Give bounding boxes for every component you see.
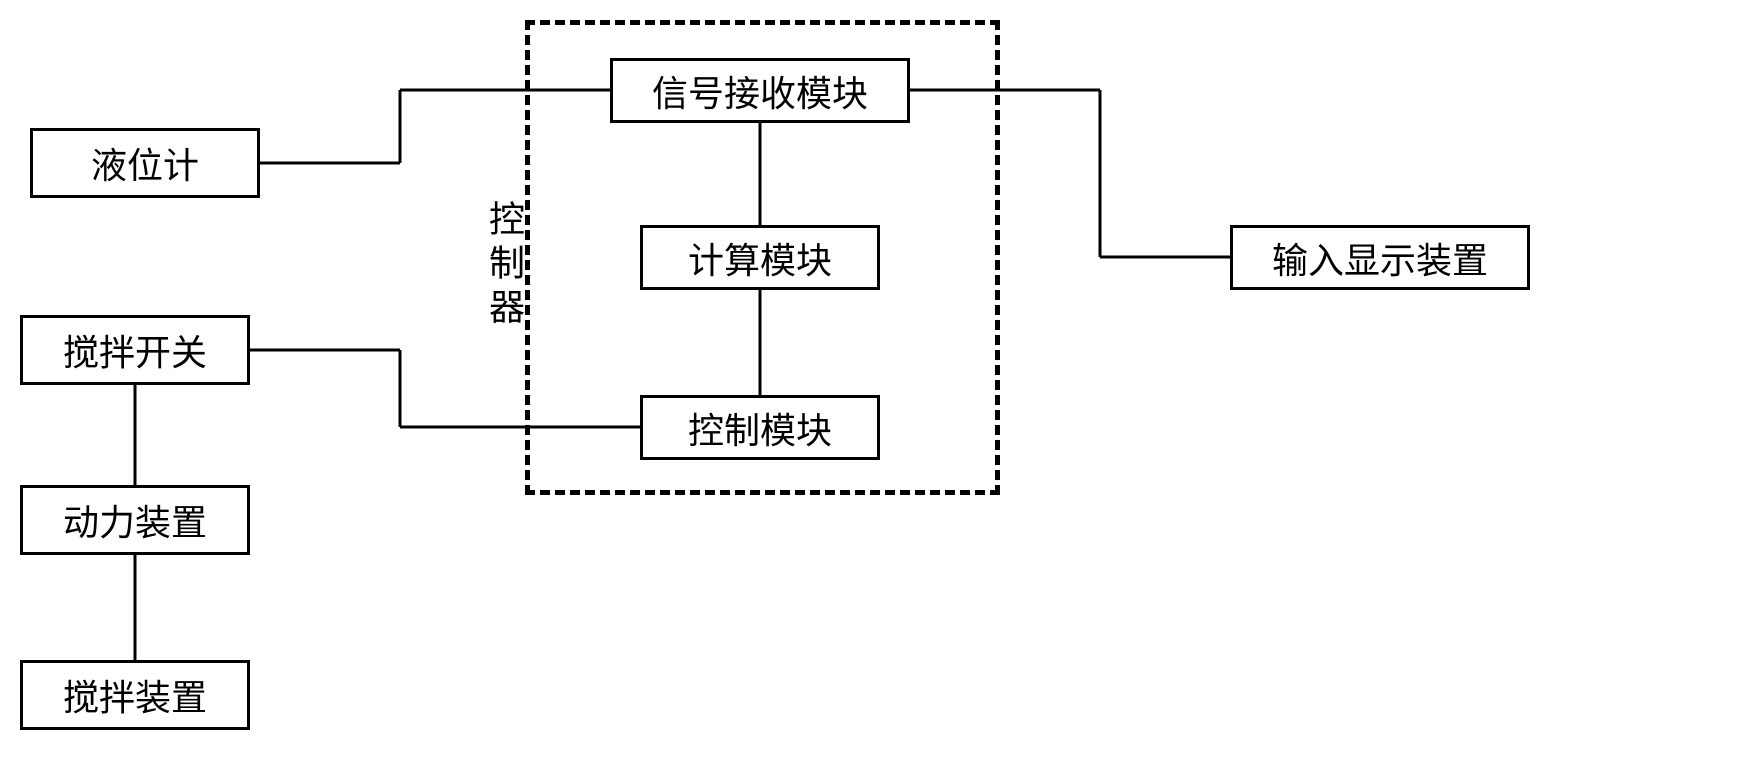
node-label: 搅拌开关 — [63, 324, 207, 376]
node-control-module: 控制模块 — [640, 395, 880, 460]
node-label: 输入显示装置 — [1272, 232, 1488, 284]
node-mix-switch: 搅拌开关 — [20, 315, 250, 385]
controller-group-label: 控制器 — [478, 200, 530, 332]
node-label: 动力装置 — [63, 494, 207, 546]
node-mix-device: 搅拌装置 — [20, 660, 250, 730]
node-power-device: 动力装置 — [20, 485, 250, 555]
node-input-display: 输入显示装置 — [1230, 225, 1530, 290]
node-signal-receive: 信号接收模块 — [610, 58, 910, 123]
node-label: 控制模块 — [688, 402, 832, 454]
node-label: 搅拌装置 — [63, 669, 207, 721]
node-level-gauge: 液位计 — [30, 128, 260, 198]
node-label: 液位计 — [91, 137, 199, 189]
node-label: 信号接收模块 — [652, 65, 868, 117]
node-calc-module: 计算模块 — [640, 225, 880, 290]
node-label: 计算模块 — [688, 232, 832, 284]
